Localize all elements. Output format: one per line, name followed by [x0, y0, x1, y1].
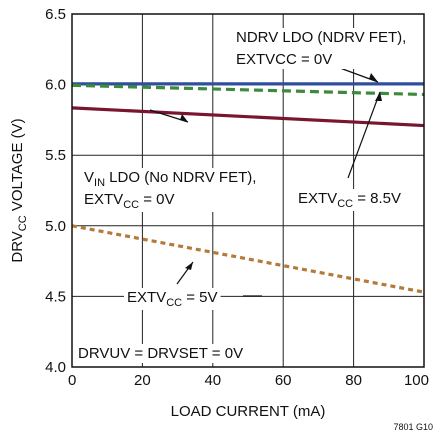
- series-line-green-line: [71, 83, 425, 97]
- annotation-text: V: [84, 169, 94, 186]
- y-tick-label: 4.5: [45, 288, 66, 305]
- annotation-text: = 0V: [139, 191, 174, 208]
- annotation-text: = 5V: [182, 289, 217, 306]
- x-axis-label: LOAD CURRENT (mA): [171, 403, 326, 420]
- annotation-background: [75, 344, 247, 363]
- annotation-text: CC: [123, 199, 139, 211]
- y-axis-label-main: DRV: [9, 231, 26, 262]
- annotation-text: EXTVCC = 0V: [236, 51, 332, 68]
- y-tick-label: 6.5: [45, 6, 66, 23]
- annotation-background: [295, 189, 405, 211]
- plot-frame: [71, 13, 425, 368]
- x-tick-label: 20: [134, 372, 151, 389]
- annotation-text: = 8.5V: [353, 190, 401, 207]
- series-line-red-line: [71, 106, 425, 128]
- annotation-text: DRVUV = DRVSET = 0V: [78, 345, 243, 362]
- annotation-label: EXTVCC = 5V: [127, 289, 218, 309]
- x-tick-label: 0: [68, 372, 76, 389]
- y-tick-label: 4.0: [45, 359, 66, 376]
- annotation-text: EXTV: [127, 289, 166, 306]
- annotation-text: EXTV: [298, 190, 337, 207]
- tick-labels: 0 20 40 60 80 100 4.0 4.5 5.0 5.5 6.0 6.5: [45, 6, 429, 389]
- annotation-background: [124, 288, 221, 310]
- y-axis-label-unit: VOLTAGE (V): [9, 118, 26, 215]
- y-tick-label: 5.0: [45, 218, 66, 235]
- x-tick-label: 60: [275, 372, 292, 389]
- series-group: [71, 82, 425, 294]
- annotation-text: CC: [337, 198, 353, 210]
- x-tick-label: 40: [204, 372, 221, 389]
- annotation-label: VIN LDO (No NDRV FET), EXTVCC = 0V: [84, 169, 256, 211]
- annotation-text: CC: [166, 297, 182, 309]
- annotation-background: [81, 168, 260, 212]
- y-axis-label: DRVCC VOLTAGE (V): [9, 118, 29, 262]
- leader-arrowhead: [369, 73, 378, 82]
- x-tick-label: 100: [404, 372, 429, 389]
- leader-arrowhead: [185, 262, 193, 270]
- annotation-background: [233, 28, 410, 69]
- leader-line: [347, 91, 381, 179]
- annotation-label: EXTVCC = 8.5V: [298, 190, 401, 210]
- annotation-label: DRVUV = DRVSET = 0V: [78, 345, 243, 362]
- leader-arrowhead: [375, 92, 382, 101]
- leader-lines: [149, 67, 382, 297]
- annotation-label: NDRV LDO (NDRV FET), EXTVCC = 0V: [236, 29, 406, 68]
- y-tick-label: 6.0: [45, 77, 66, 94]
- figure-id: 7801 G10: [393, 422, 433, 432]
- y-tick-label: 5.5: [45, 147, 66, 164]
- annotation-text: NDRV LDO (NDRV FET),: [236, 29, 406, 46]
- annotation-text: EXTV: [84, 191, 123, 208]
- x-tick-label: 80: [345, 372, 362, 389]
- annotation-text: LDO (No NDRV FET),: [105, 169, 256, 186]
- leader-arrowhead: [180, 114, 188, 122]
- y-axis-label-subscript: CC: [17, 215, 29, 231]
- series-line-orange-line: [71, 224, 425, 294]
- annotation-text: IN: [94, 177, 105, 189]
